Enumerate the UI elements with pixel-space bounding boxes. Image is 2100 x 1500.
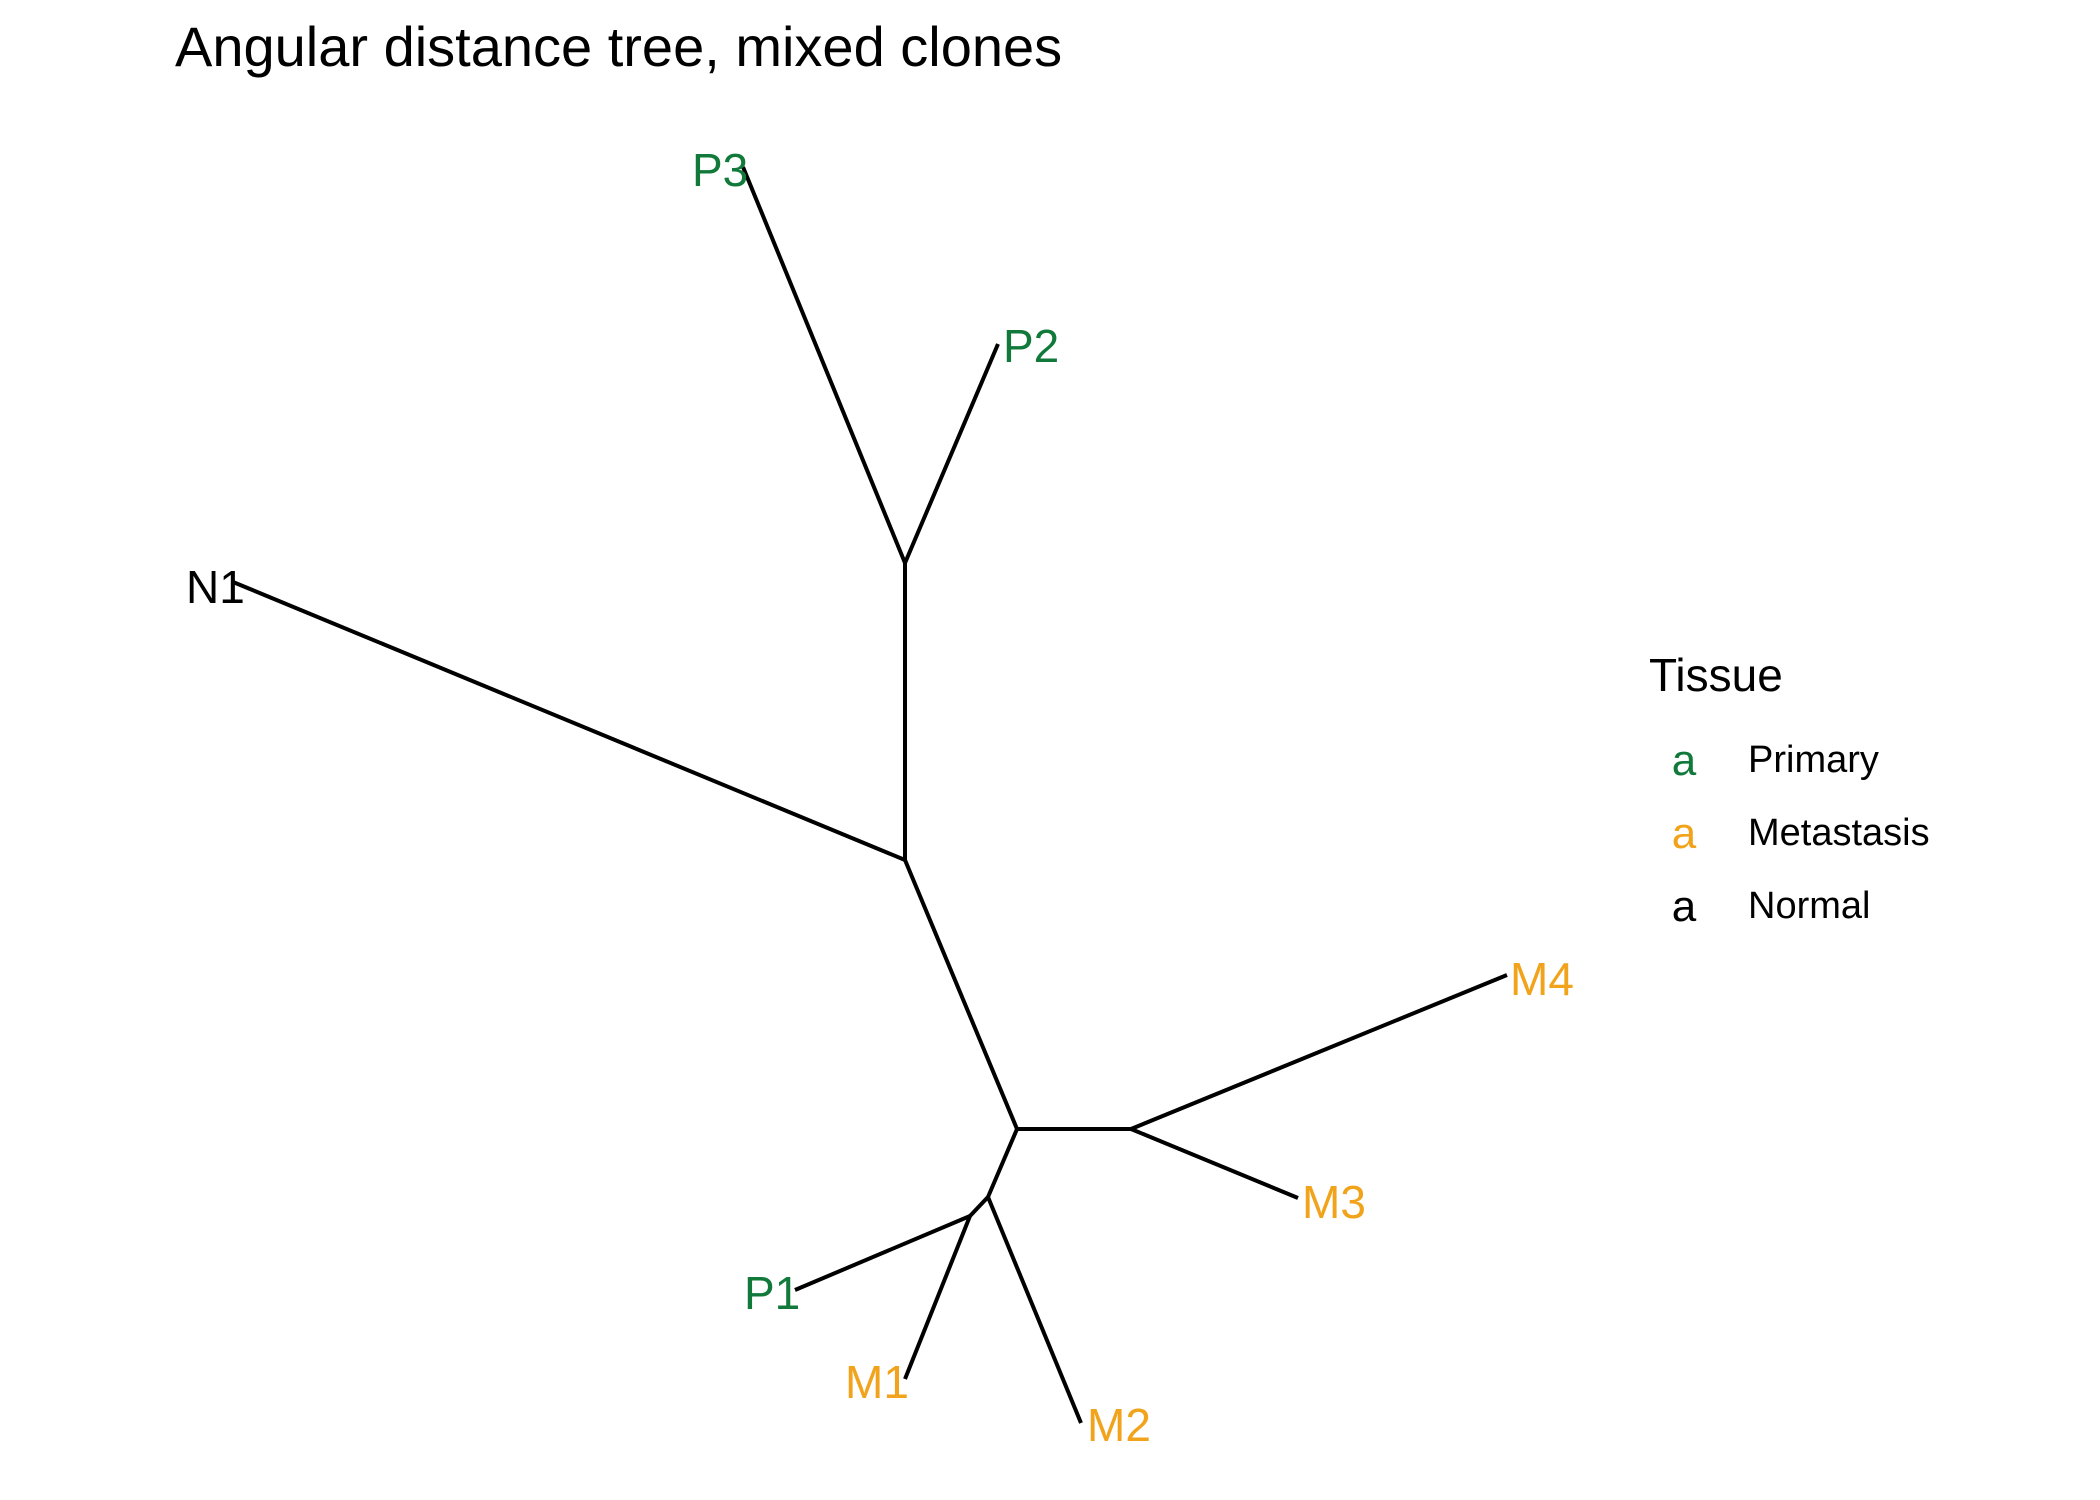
edge-p1m1-clade-m1 [903,1215,972,1380]
edge-mixed-clade-m2 [986,1196,1083,1424]
tip-labels: P3 P2 N1 M4 M3 P1 M1 M2 [186,144,1574,1451]
tip-label-p1: P1 [744,1267,800,1319]
edge-met-clade-mixed-clade [986,1128,1019,1198]
tip-label-p3: P3 [692,144,748,196]
legend-label-primary: Primary [1748,739,1879,781]
edge-root-met-clade [903,859,1019,1130]
legend-label-normal: Normal [1748,885,1870,927]
legend-key-primary: a [1672,736,1697,785]
legend-key-metastasis: a [1672,809,1697,858]
edge-p1m1-clade-p1 [794,1214,971,1292]
edge-m4m3-clade-m3 [1130,1127,1299,1200]
legend: Tissue a Primary a Metastasis a Normal [1649,649,1930,931]
tip-label-m3: M3 [1302,1176,1366,1228]
legend-label-metastasis: Metastasis [1748,812,1930,854]
tip-label-n1: N1 [186,561,245,613]
tip-label-m1: M1 [845,1356,909,1408]
edge-primary-clade-p2 [903,343,1000,564]
tip-label-m2: M2 [1087,1399,1151,1451]
legend-title: Tissue [1649,649,1783,701]
tip-label-p2: P2 [1003,320,1059,372]
legend-key-normal: a [1672,882,1697,931]
edge-m4m3-clade-m4 [1130,973,1508,1131]
tree-edges [232,166,1508,1424]
edge-root-n1 [232,580,906,862]
edge-primary-clade-p3 [741,166,907,564]
edge-mixed-clade-p1m1-clade [968,1195,990,1218]
tip-label-m4: M4 [1510,953,1574,1005]
figure-title: Angular distance tree, mixed clones [175,15,1062,78]
